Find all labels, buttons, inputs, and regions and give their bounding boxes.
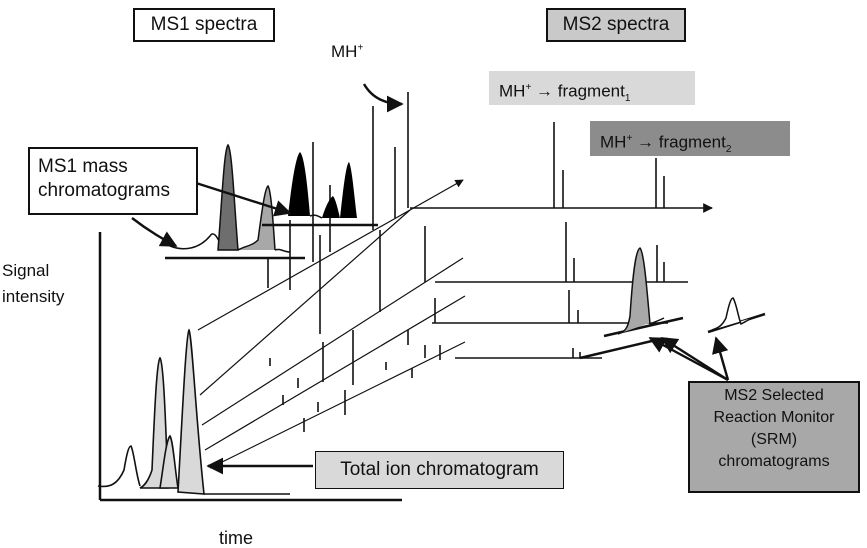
arrow-icon — [131, 83, 730, 475]
ms1-chromatogram-front — [165, 143, 305, 260]
transition-2-to: fragment — [658, 132, 726, 152]
time-planes — [197, 179, 466, 469]
xic-line-1: MS1 mass — [38, 156, 128, 177]
precursor-label: MH+ — [331, 42, 363, 62]
ms2-axes — [410, 203, 713, 359]
precursor-label-text: MH — [331, 42, 358, 61]
transition-1-to: fragment — [557, 81, 625, 101]
ms1-spectra-sticks — [267, 92, 441, 432]
srm-chromatograms-callout: MS2 Selected Reaction Monitor (SRM) chro… — [688, 381, 860, 493]
total-ion-chromatogram — [97, 328, 290, 495]
transition-1-sup: + — [525, 82, 532, 93]
transition-2-sup: + — [626, 133, 633, 144]
srm-line-2: Reaction Monitor — [713, 409, 835, 426]
ms1-mass-chromatograms-callout: MS1 mass chromatograms — [28, 147, 198, 215]
srm-line-1: MS2 Selected — [724, 387, 824, 404]
transition-1-from: MH — [499, 81, 526, 101]
transition-2-from: MH — [600, 132, 627, 152]
ms1-spectra-title: MS1 spectra — [133, 8, 275, 42]
main-axes — [98, 232, 402, 502]
transition-2-sub: 2 — [725, 144, 732, 156]
transition-1-arrow: → — [531, 81, 558, 101]
y-axis-label-line-2: intensity — [2, 287, 65, 306]
transition-1-label: MH+ → fragment1 — [489, 71, 695, 105]
y-axis-label-line-1: Signal — [2, 261, 50, 280]
precursor-label-sup: + — [357, 42, 364, 54]
ms2-spectra-title: MS2 spectra — [546, 8, 686, 42]
srm-peaks — [579, 247, 766, 360]
srm-line-3: (SRM) — [750, 431, 798, 448]
x-axis-label: time — [219, 528, 254, 548]
transition-1-sub: 1 — [624, 93, 631, 105]
y-axis-label: Signal intensity — [2, 258, 64, 310]
xic-line-2: chromatograms — [38, 180, 170, 201]
transition-2-label: MH+ → fragment2 — [590, 121, 790, 156]
srm-line-4: chromatograms — [718, 453, 830, 470]
total-ion-chromatogram-callout: Total ion chromatogram — [315, 451, 564, 489]
transition-2-arrow: → — [632, 132, 659, 152]
ms1-chromatogram-back — [262, 152, 378, 227]
